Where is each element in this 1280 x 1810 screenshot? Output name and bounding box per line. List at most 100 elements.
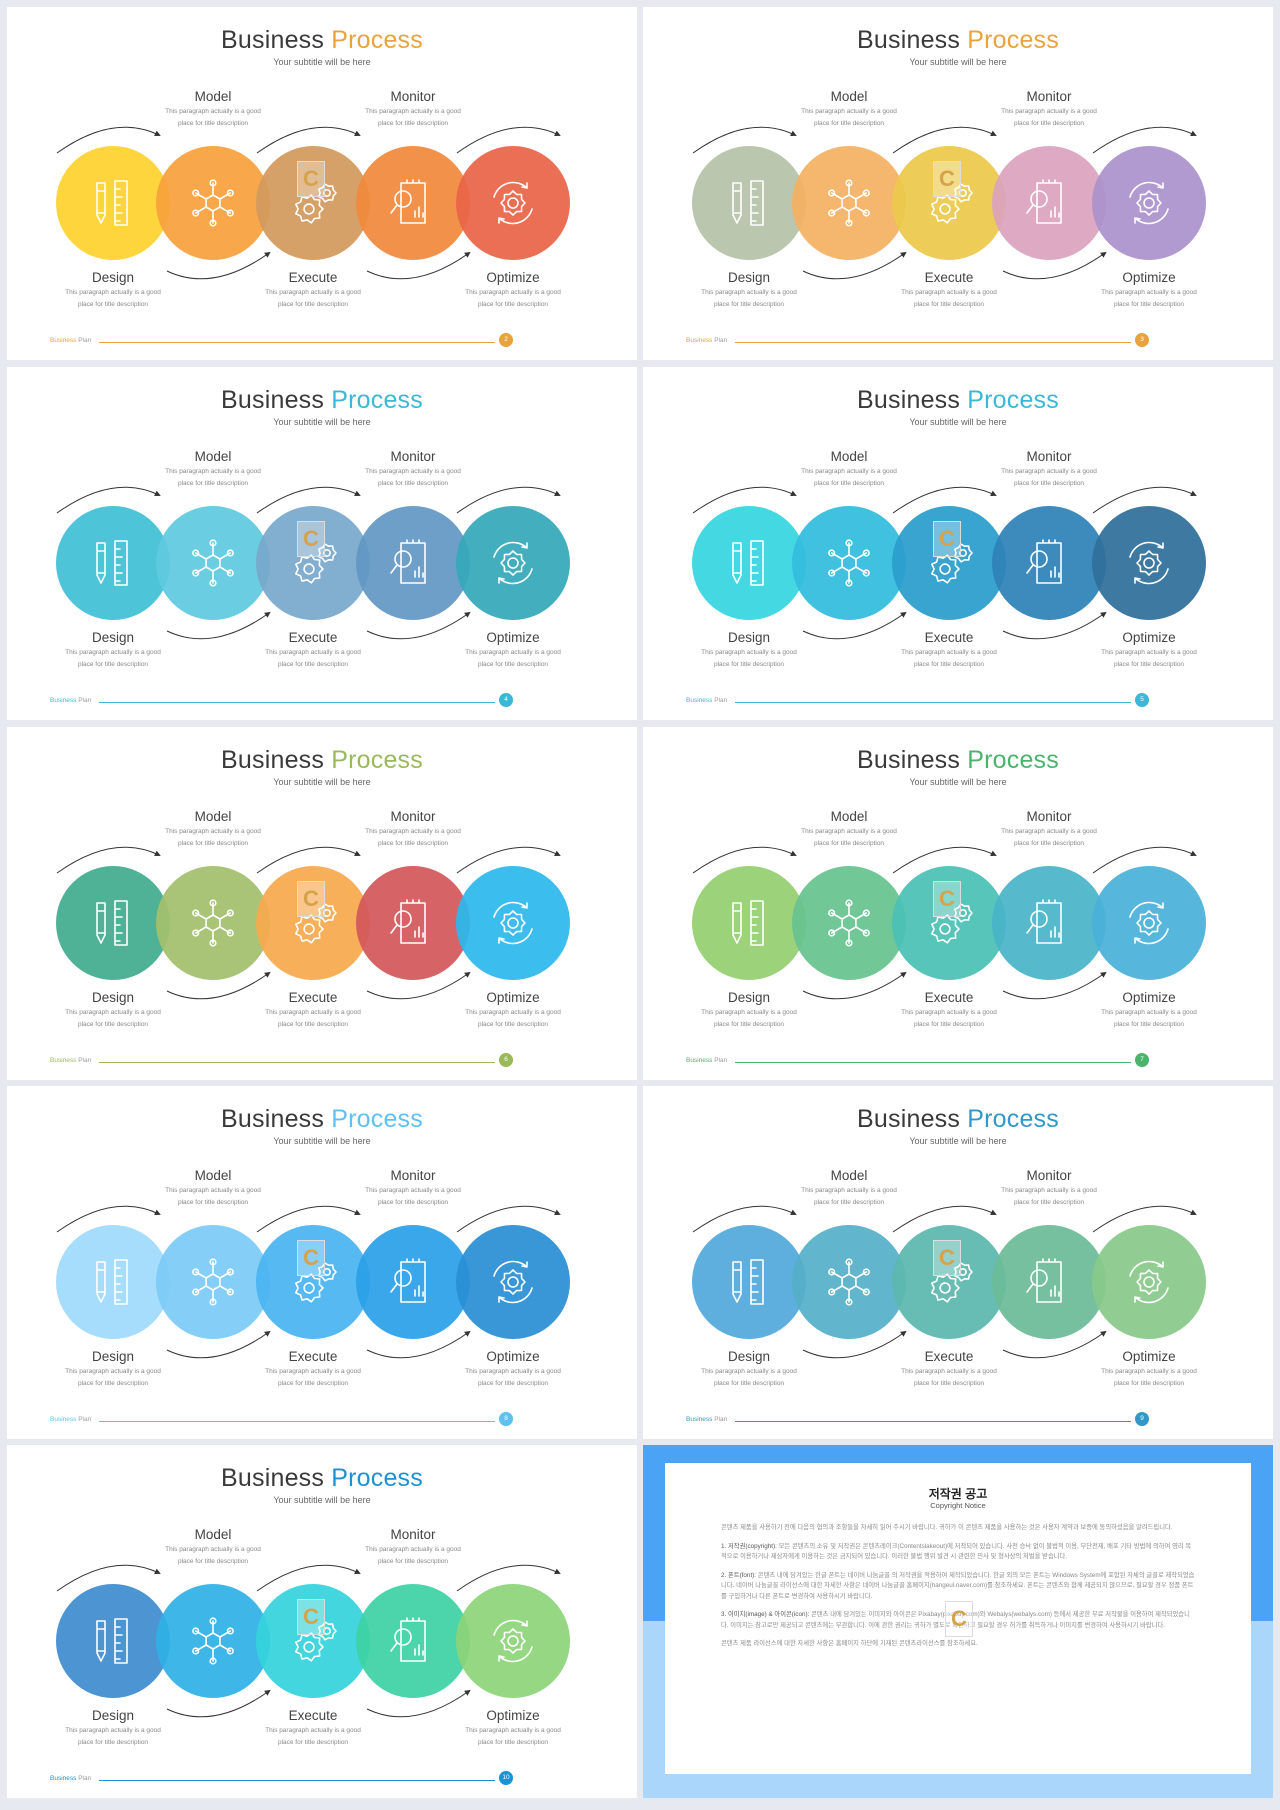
footer-divider [99, 1780, 495, 1781]
step-circle-model[interactable] [156, 866, 270, 980]
step-circle-optimize[interactable] [1092, 866, 1206, 980]
step-circle-optimize[interactable] [1092, 506, 1206, 620]
step-description: This paragraph actually is a good [65, 1009, 161, 1016]
flow-arrow-top [256, 126, 361, 154]
process-slide[interactable]: Business Process Your subtitle will be he… [643, 1086, 1273, 1439]
step-circle-monitor[interactable] [356, 1584, 470, 1698]
step-circle-monitor[interactable] [356, 506, 470, 620]
step-label-monitor: Monitor This paragraph actually is a good… [338, 809, 488, 848]
process-slide[interactable]: Business Process Your subtitle will be he… [7, 1086, 637, 1439]
logo-watermark-icon: C [933, 161, 961, 197]
step-label-monitor: Monitor This paragraph actually is a good… [974, 89, 1124, 128]
process-slide[interactable]: Business Process Your subtitle will be he… [7, 7, 637, 360]
step-circle-execute[interactable] [892, 866, 1006, 980]
slide-title-accent-word: Process [967, 386, 1059, 414]
slide-title: Business Process [7, 26, 637, 55]
step-circle-model[interactable] [156, 506, 270, 620]
step-circle-execute[interactable] [892, 1225, 1006, 1339]
step-label-model: Model This paragraph actually is a good pl… [138, 1527, 288, 1566]
slide-subtitle: Your subtitle will be here [273, 777, 371, 787]
step-label-model: Model This paragraph actually is a good pl… [774, 89, 924, 128]
step-circle-model[interactable] [156, 1225, 270, 1339]
step-circle-model[interactable] [792, 866, 906, 980]
copyright-body: 콘텐츠 제품을 사용하기 전에 다음의 협의과 조항들을 자세히 읽어 주시기 … [721, 1523, 1195, 1658]
step-circle-monitor[interactable] [992, 506, 1106, 620]
step-circle-design[interactable] [692, 506, 806, 620]
step-circle-monitor[interactable] [992, 146, 1106, 260]
step-description: This paragraph actually is a good [165, 1187, 261, 1194]
process-slide[interactable]: Business Process Your subtitle will be he… [7, 727, 637, 1080]
copyright-slide[interactable]: 저작권 공고 Copyright Notice 콘텐츠 제품을 사용하기 전에 … [643, 1445, 1273, 1798]
copyright-title: 저작권 공고 [928, 1487, 988, 1501]
step-circle-optimize[interactable] [456, 1584, 570, 1698]
page-number-badge: 10 [499, 1771, 513, 1785]
step-circle-optimize[interactable] [1092, 1225, 1206, 1339]
process-slide[interactable]: Business Process Your subtitle will be he… [7, 1445, 637, 1798]
page-number-badge: 4 [499, 693, 513, 707]
step-description: This paragraph actually is a good [265, 1368, 361, 1375]
flow-arrow-bottom [802, 251, 907, 280]
step-circle-execute[interactable] [892, 506, 1006, 620]
step-label-optimize: Optimize This paragraph actually is a goo… [1074, 990, 1224, 1029]
step-circle-monitor[interactable] [992, 866, 1106, 980]
step-circle-execute[interactable] [256, 1225, 370, 1339]
slide-title: Business Process [643, 26, 1273, 55]
step-circle-design[interactable] [56, 866, 170, 980]
step-circle-model[interactable] [156, 1584, 270, 1698]
step-name: Monitor [390, 1168, 436, 1183]
step-circle-design[interactable] [56, 506, 170, 620]
flow-arrow-bottom [802, 1330, 907, 1359]
step-circle-design[interactable] [692, 146, 806, 260]
step-circle-design[interactable] [692, 1225, 806, 1339]
flow-arrow-top [692, 486, 797, 514]
footer-brand-second: Plan [714, 1416, 728, 1423]
step-label-design: Design This paragraph actually is a good p… [38, 1349, 188, 1388]
step-circle-design[interactable] [56, 146, 170, 260]
step-circle-optimize[interactable] [456, 866, 570, 980]
process-slide[interactable]: Business Process Your subtitle will be he… [643, 7, 1273, 360]
gears-icon [295, 543, 337, 584]
step-circle-model[interactable] [792, 146, 906, 260]
step-label-monitor: Monitor This paragraph actually is a good… [974, 1168, 1124, 1207]
step-name: Model [194, 809, 232, 824]
step-name: Monitor [1026, 809, 1072, 824]
step-circle-optimize[interactable] [1092, 146, 1206, 260]
step-circle-optimize[interactable] [456, 506, 570, 620]
step-circle-monitor[interactable] [356, 866, 470, 980]
process-diagram [56, 1564, 570, 1718]
footer-brand-second: Plan [78, 1416, 92, 1423]
step-circle-execute[interactable] [892, 146, 1006, 260]
step-circle-optimize[interactable] [456, 146, 570, 260]
step-description: This paragraph actually is a good [1001, 1187, 1097, 1194]
step-description: place for title description [1013, 120, 1085, 127]
process-slide[interactable]: Business Process Your subtitle will be he… [7, 367, 637, 720]
step-circle-monitor[interactable] [992, 1225, 1106, 1339]
step-circle-design[interactable] [56, 1584, 170, 1698]
slide-title-first-word: Business [221, 746, 325, 774]
step-description: place for title description [277, 1380, 349, 1387]
step-circle-execute[interactable] [256, 1584, 370, 1698]
step-circle-model[interactable] [792, 506, 906, 620]
step-name: Model [830, 89, 868, 104]
footer-divider [735, 342, 1131, 343]
step-circle-execute[interactable] [256, 866, 370, 980]
copyright-card: 저작권 공고 Copyright Notice 콘텐츠 제품을 사용하기 전에 … [665, 1463, 1251, 1774]
step-circle-model[interactable] [792, 1225, 906, 1339]
flow-arrow-bottom [1002, 251, 1107, 280]
step-circle-execute[interactable] [256, 146, 370, 260]
step-circle-monitor[interactable] [356, 1225, 470, 1339]
step-circle-design[interactable] [692, 866, 806, 980]
step-circle-optimize[interactable] [456, 1225, 570, 1339]
copyright-section-heading: 3. 이미지(image) & 아이콘(icon): [721, 1611, 810, 1618]
process-slide[interactable]: Business Process Your subtitle will be he… [643, 367, 1273, 720]
step-label-optimize: Optimize This paragraph actually is a goo… [1074, 270, 1224, 309]
step-circle-monitor[interactable] [356, 146, 470, 260]
process-slide[interactable]: Business Process Your subtitle will be he… [643, 727, 1273, 1080]
copyright-section-heading: 1. 저작권(copyright): [721, 1542, 777, 1550]
step-description: This paragraph actually is a good [265, 289, 361, 296]
footer-brand-second: Plan [714, 337, 728, 344]
flow-arrow-bottom [1002, 611, 1107, 640]
step-circle-execute[interactable] [256, 506, 370, 620]
step-circle-model[interactable] [156, 146, 270, 260]
step-circle-design[interactable] [56, 1225, 170, 1339]
